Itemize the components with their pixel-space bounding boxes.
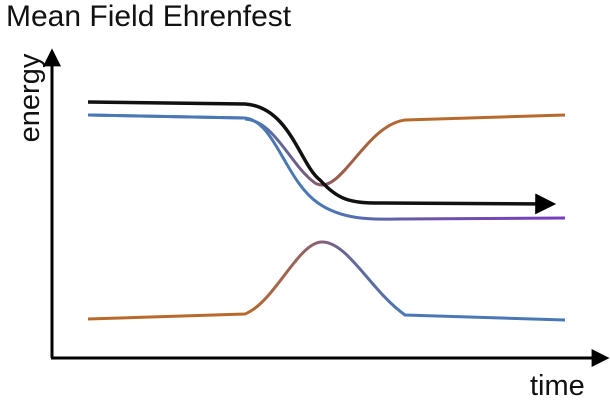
diagram-title: Mean Field Ehrenfest	[6, 0, 292, 33]
mixed-state-left-segment	[87, 113, 246, 120]
lower-surface-curve	[87, 240, 566, 322]
mixed-state-curve	[87, 113, 566, 221]
upper-surface-curve	[244, 113, 566, 187]
x-axis-label: time	[530, 370, 585, 402]
ehrenfest-trajectory-arrow	[87, 100, 557, 215]
